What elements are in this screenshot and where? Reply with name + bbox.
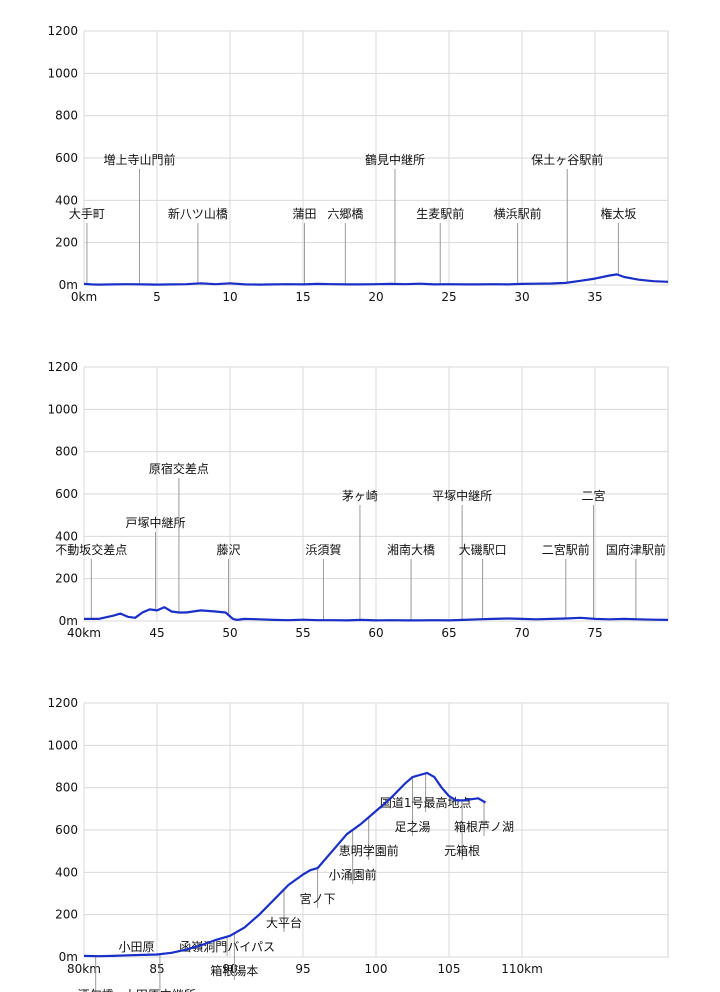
y-tick-label: 800	[55, 109, 78, 123]
annotation-label: 蒲田	[292, 207, 316, 221]
annotation-label: 小田原中継所	[124, 987, 196, 992]
x-tick-label: 5	[153, 290, 161, 304]
annotation-label: 保土ヶ谷駅前	[531, 152, 603, 167]
y-tick-label: 600	[55, 823, 78, 837]
annotation-label: 茅ヶ崎	[342, 489, 378, 503]
x-tick-label: 110km	[501, 962, 543, 976]
y-tick-label: 600	[55, 487, 78, 501]
annotation-label: 二宮	[582, 488, 606, 503]
y-tick-label: 1000	[47, 402, 78, 416]
x-tick-label: 65	[441, 626, 456, 640]
annotation-label: 平塚中継所	[432, 488, 492, 503]
elevation-line	[84, 606, 669, 622]
x-tick-label: 40km	[67, 626, 101, 640]
annotation-label: 恵明学園前	[339, 843, 399, 858]
annotation-label: 権太坂	[600, 206, 636, 221]
y-tick-label: 600	[55, 151, 78, 165]
annotation-label: 箱根湯本	[210, 963, 258, 978]
x-tick-label: 90	[222, 962, 237, 976]
chart-panel-1: 0m 200 400 600 800 1000 1200 0km 5 10 15 20 25 30 35 大手…	[47, 24, 669, 304]
x-tick-label: 70	[514, 626, 529, 640]
annotation-label: 生麦駅前	[416, 206, 464, 221]
annotation-label: 横浜駅前	[494, 206, 542, 221]
x-tick-label: 0km	[71, 290, 97, 304]
annotation-label: 酒匂橋	[78, 988, 114, 992]
x-tick-label: 95	[295, 962, 310, 976]
annotation-label: 足之湯	[394, 820, 430, 834]
elevation-line	[83, 771, 487, 958]
x-tick-label: 55	[295, 626, 310, 640]
y-tick-label: 800	[55, 781, 78, 795]
annotation-label: 増上寺山門前	[103, 152, 175, 167]
x-tick-label: 10	[222, 290, 237, 304]
annotation-label: 国道1号最高地点	[380, 795, 472, 810]
annotation-label: 戸塚中継所	[126, 515, 186, 530]
y-tick-label: 1000	[47, 66, 78, 80]
y-tick-label: 800	[55, 445, 78, 459]
annotation-label: 藤沢	[217, 543, 241, 557]
x-tick-label: 35	[587, 290, 602, 304]
x-tick-label: 15	[295, 290, 310, 304]
annotation-label: 浜須賀	[305, 543, 341, 557]
y-tick-label: 400	[55, 193, 78, 207]
y-tick-label: 1000	[47, 738, 78, 752]
annotation-label: 鶴見中継所	[365, 152, 425, 167]
annotation-label: 不動坂交差点	[55, 542, 127, 557]
x-tick-label: 80km	[67, 962, 101, 976]
y-tick-label: 0m	[59, 278, 78, 292]
elevation-line	[83, 273, 669, 286]
annotation-label: 原宿交差点	[149, 461, 209, 476]
x-tick-label: 60	[368, 626, 383, 640]
x-tick-label: 30	[514, 290, 529, 304]
annotation-label: 湘南大橋	[387, 542, 435, 557]
x-tick-label: 100	[365, 962, 388, 976]
x-tick-label: 50	[222, 626, 237, 640]
x-tick-label: 20	[368, 290, 383, 304]
chart-panel-2: 0m 200 400 600 800 1000 1200 40km 45 50 55 60 65 70 75…	[47, 360, 669, 640]
annotation-label: 大平台	[266, 915, 302, 930]
annotation-label: 新八ツ山橋	[168, 206, 228, 221]
x-tick-label: 25	[441, 290, 456, 304]
x-tick-label: 45	[149, 626, 164, 640]
y-tick-label: 0m	[59, 950, 78, 964]
chart-panel-3: 0m 200 400 600 800 1000 1200 80km 85 90 95 100 105 11…	[47, 696, 669, 992]
annotation-label: 箱根芦ノ湖	[454, 819, 514, 834]
annotation-label: 大磯駅口	[459, 543, 507, 557]
y-tick-label: 1200	[47, 360, 78, 374]
annotation-label: 元箱根	[444, 843, 480, 858]
x-tick-label: 105	[438, 962, 461, 976]
y-tick-label: 1200	[47, 696, 78, 710]
y-tick-label: 200	[55, 572, 78, 586]
annotation-label: 国府津駅前	[606, 542, 666, 557]
x-tick-label: 85	[149, 962, 164, 976]
y-tick-label: 200	[55, 908, 78, 922]
y-tick-label: 400	[55, 529, 78, 543]
y-tick-label: 400	[55, 865, 78, 879]
y-tick-label: 1200	[47, 24, 78, 38]
annotation-label: 六郷橋	[327, 207, 363, 221]
annotation-label: 宮ノ下	[300, 891, 336, 906]
annotation-label: 二宮駅前	[542, 542, 590, 557]
x-tick-label: 75	[587, 626, 602, 640]
annotation-label: 大手町	[69, 207, 105, 221]
annotation-label: 小田原	[119, 940, 155, 954]
y-tick-label: 200	[55, 236, 78, 250]
annotation-label: 小涌園前	[329, 867, 377, 882]
y-tick-label: 0m	[59, 614, 78, 628]
